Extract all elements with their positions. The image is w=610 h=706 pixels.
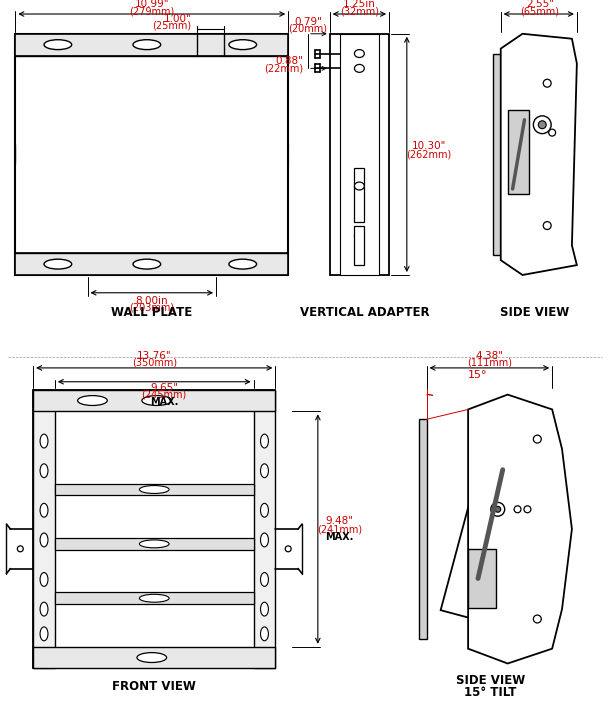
Ellipse shape xyxy=(538,121,546,128)
Polygon shape xyxy=(440,419,525,619)
Ellipse shape xyxy=(40,573,48,587)
Bar xyxy=(330,34,389,275)
Text: FRONT VIEW: FRONT VIEW xyxy=(112,680,196,693)
Bar xyxy=(33,390,275,669)
Ellipse shape xyxy=(354,182,364,190)
Ellipse shape xyxy=(260,434,268,448)
Polygon shape xyxy=(501,34,577,275)
Ellipse shape xyxy=(133,259,160,269)
Ellipse shape xyxy=(44,40,72,49)
Text: (32mm): (32mm) xyxy=(340,6,379,16)
Ellipse shape xyxy=(140,486,169,493)
Ellipse shape xyxy=(40,434,48,448)
Text: MAX.: MAX. xyxy=(150,397,178,407)
Ellipse shape xyxy=(533,615,541,623)
Ellipse shape xyxy=(260,627,268,641)
Text: (25mm): (25mm) xyxy=(152,21,192,31)
Bar xyxy=(354,168,364,222)
Text: (65mm): (65mm) xyxy=(520,6,559,16)
Bar xyxy=(55,592,254,604)
Bar xyxy=(508,110,529,194)
Ellipse shape xyxy=(524,505,531,513)
Text: WALL PLATE: WALL PLATE xyxy=(111,306,192,319)
Ellipse shape xyxy=(140,540,169,548)
Ellipse shape xyxy=(491,503,504,516)
Ellipse shape xyxy=(77,395,107,405)
Bar xyxy=(15,34,288,275)
Ellipse shape xyxy=(354,64,364,72)
Text: (262mm): (262mm) xyxy=(406,150,451,160)
Text: (350mm): (350mm) xyxy=(132,358,177,368)
Text: 9.65": 9.65" xyxy=(150,383,178,393)
Bar xyxy=(33,390,55,669)
Text: 10.99": 10.99" xyxy=(135,0,169,9)
Ellipse shape xyxy=(229,259,257,269)
Text: 9.48": 9.48" xyxy=(326,516,354,526)
Text: (22mm): (22mm) xyxy=(264,64,303,73)
Text: 13.76": 13.76" xyxy=(137,351,171,361)
Ellipse shape xyxy=(40,464,48,478)
Ellipse shape xyxy=(40,602,48,616)
Text: 1.25in: 1.25in xyxy=(343,0,376,9)
Bar xyxy=(254,390,275,669)
Text: (245mm): (245mm) xyxy=(142,390,187,400)
Text: 0.88": 0.88" xyxy=(275,56,303,66)
Ellipse shape xyxy=(354,232,364,239)
Ellipse shape xyxy=(229,40,257,49)
Bar xyxy=(15,34,288,56)
Ellipse shape xyxy=(44,259,72,269)
Polygon shape xyxy=(484,440,551,609)
Text: 1.00": 1.00" xyxy=(163,14,192,24)
Bar xyxy=(55,484,254,496)
Ellipse shape xyxy=(548,129,556,136)
Ellipse shape xyxy=(354,49,364,57)
Bar xyxy=(493,54,501,255)
Ellipse shape xyxy=(533,435,541,443)
Bar xyxy=(418,419,426,639)
Text: SIDE VIEW: SIDE VIEW xyxy=(500,306,570,319)
Text: 2.55": 2.55" xyxy=(526,0,554,9)
Text: (241mm): (241mm) xyxy=(317,524,362,534)
Ellipse shape xyxy=(544,222,551,229)
Ellipse shape xyxy=(260,503,268,517)
Ellipse shape xyxy=(40,533,48,547)
Text: (279mm): (279mm) xyxy=(129,6,174,16)
Text: 8.00in: 8.00in xyxy=(135,296,168,306)
Text: (111mm): (111mm) xyxy=(467,358,512,368)
Text: 15° TILT: 15° TILT xyxy=(464,686,517,699)
Text: (203mm): (203mm) xyxy=(129,303,174,313)
Bar xyxy=(340,34,379,275)
Bar xyxy=(55,538,254,550)
Text: (20mm): (20mm) xyxy=(289,24,328,34)
Ellipse shape xyxy=(142,395,171,405)
Ellipse shape xyxy=(260,464,268,478)
Text: VERTICAL ADAPTER: VERTICAL ADAPTER xyxy=(300,306,429,319)
Ellipse shape xyxy=(133,40,160,49)
Text: 15°: 15° xyxy=(468,370,488,380)
Ellipse shape xyxy=(40,503,48,517)
Bar xyxy=(33,390,275,412)
Ellipse shape xyxy=(140,594,169,602)
Text: 10.30": 10.30" xyxy=(411,141,446,152)
Text: 0.79": 0.79" xyxy=(294,17,322,27)
Ellipse shape xyxy=(495,506,501,513)
Bar xyxy=(468,549,496,608)
Ellipse shape xyxy=(544,79,551,87)
Text: MAX.: MAX. xyxy=(325,532,354,542)
Bar xyxy=(33,647,275,669)
Ellipse shape xyxy=(285,546,291,552)
Bar xyxy=(354,225,364,265)
Text: 4.38": 4.38" xyxy=(475,351,503,361)
Ellipse shape xyxy=(137,652,167,662)
Polygon shape xyxy=(468,395,572,664)
Bar xyxy=(15,253,288,275)
Ellipse shape xyxy=(17,546,23,552)
Text: SIDE VIEW: SIDE VIEW xyxy=(456,674,525,687)
Ellipse shape xyxy=(260,573,268,587)
Ellipse shape xyxy=(514,505,521,513)
Ellipse shape xyxy=(40,627,48,641)
Ellipse shape xyxy=(260,602,268,616)
Ellipse shape xyxy=(533,116,551,133)
Ellipse shape xyxy=(260,533,268,547)
